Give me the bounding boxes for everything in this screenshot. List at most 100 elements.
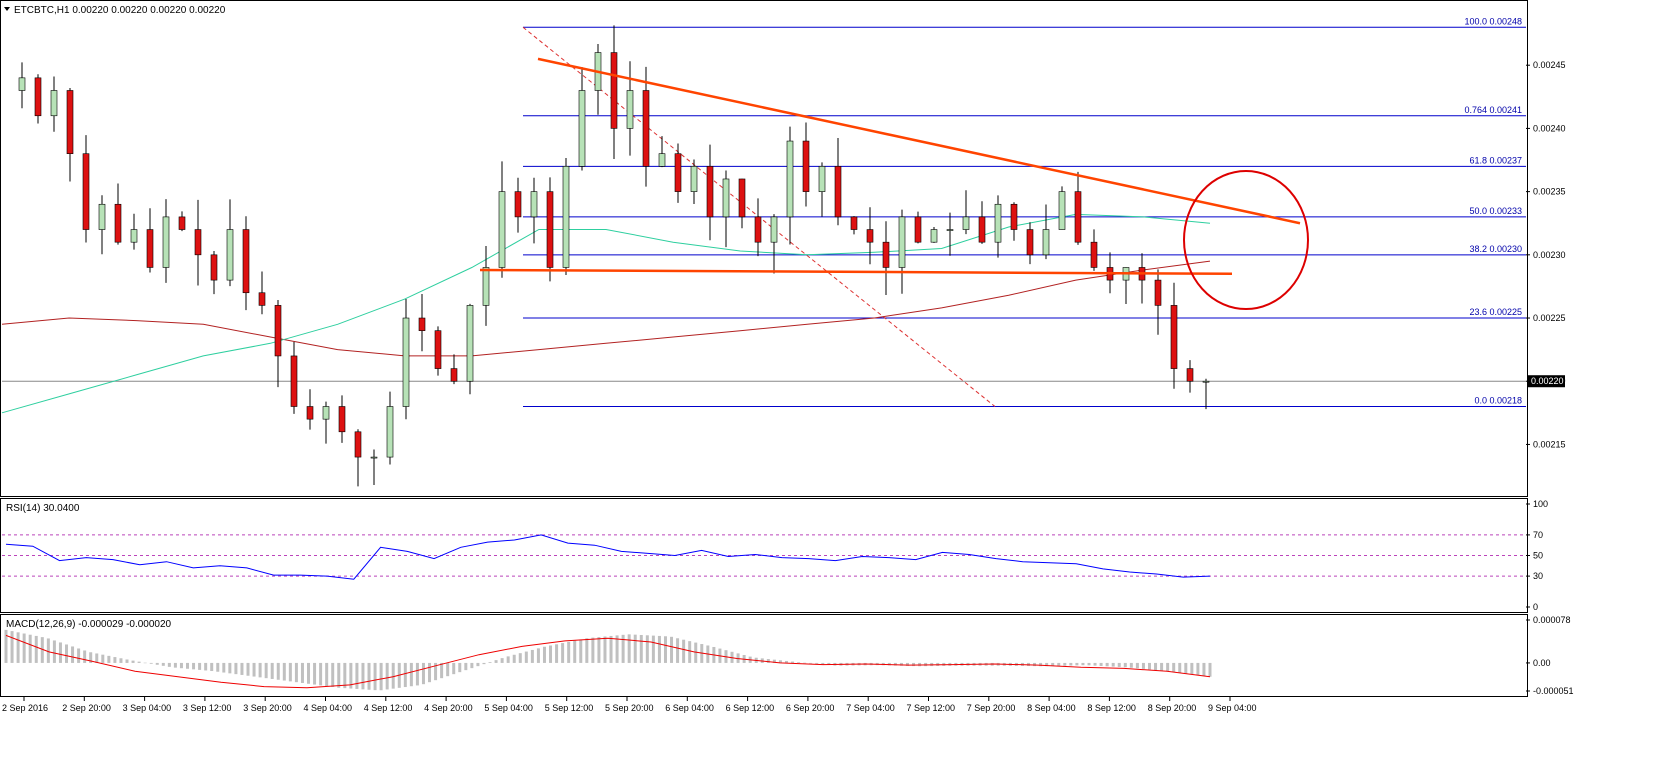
macd-histogram-bar xyxy=(246,662,250,676)
candle-body xyxy=(258,292,266,306)
candle-body xyxy=(370,456,378,459)
candle-body xyxy=(690,166,698,192)
candle-body xyxy=(354,431,362,458)
candle-body xyxy=(338,406,346,433)
slow-moving-average xyxy=(1,260,1211,357)
macd-histogram-bar xyxy=(276,662,280,680)
macd-histogram-bar xyxy=(391,662,395,689)
candle-body xyxy=(50,90,58,117)
candle-body xyxy=(498,191,506,268)
macd-histogram-bar xyxy=(1069,662,1073,666)
candle-body xyxy=(1074,191,1082,243)
candle-body xyxy=(18,77,26,91)
macd-histogram-bar xyxy=(65,644,69,663)
candle-body xyxy=(962,216,970,230)
macd-histogram-bar xyxy=(355,662,359,689)
macd-histogram-bar xyxy=(1208,662,1212,677)
time-tick-label: 7 Sep 20:00 xyxy=(967,703,1016,713)
macd-histogram-bar xyxy=(137,661,141,663)
macd-histogram-bar xyxy=(627,634,631,663)
macd-panel xyxy=(0,614,1528,697)
macd-histogram-bar xyxy=(827,662,831,665)
macd-histogram-bar xyxy=(40,637,44,663)
macd-histogram-bar xyxy=(192,662,196,670)
candle-body xyxy=(914,216,922,243)
macd-histogram-bar xyxy=(10,631,14,663)
candle-body xyxy=(418,317,426,331)
macd-histogram-bar xyxy=(294,662,298,683)
macd-histogram-bar xyxy=(288,662,292,682)
macd-histogram-bar xyxy=(440,662,444,679)
macd-histogram-bar xyxy=(325,662,329,687)
current-price-label: 0.00220 xyxy=(1531,376,1564,386)
macd-histogram-bar xyxy=(1196,662,1200,676)
candle-body xyxy=(642,90,650,167)
macd-histogram-bar xyxy=(912,662,916,667)
fib-level-label: 50.0 0.00233 xyxy=(1469,206,1522,216)
macd-histogram-bar xyxy=(506,656,510,663)
fast-moving-average xyxy=(1,213,1211,414)
macd-histogram-bar xyxy=(1045,662,1049,667)
candle-body xyxy=(1154,279,1162,306)
candle-body xyxy=(834,166,842,218)
candle-body xyxy=(994,203,1002,243)
candle-body xyxy=(82,153,90,230)
candle-body xyxy=(66,90,74,154)
candle-body xyxy=(530,191,538,218)
macd-histogram-bar xyxy=(403,662,407,688)
time-tick-label: 6 Sep 12:00 xyxy=(726,703,775,713)
macd-histogram-bar xyxy=(446,662,450,677)
dropdown-triangle-icon[interactable] xyxy=(4,7,10,11)
time-tick-label: 3 Sep 12:00 xyxy=(183,703,232,713)
candle-body xyxy=(1170,305,1178,369)
candle-body xyxy=(1010,203,1018,230)
macd-histogram-bar xyxy=(95,653,99,663)
macd-histogram-bar xyxy=(500,658,504,663)
macd-histogram-bar xyxy=(803,662,807,664)
macd-layer: 0.000078 0.00 -0.000051 xyxy=(4,615,1574,696)
macd-histogram-bar xyxy=(494,660,498,663)
macd-histogram-bar xyxy=(373,662,377,691)
candle-body xyxy=(514,191,522,218)
candle-body xyxy=(466,305,474,382)
macd-histogram-bar xyxy=(512,654,516,663)
candle-body xyxy=(610,52,618,129)
time-axis: 2 Sep 2016 2 Sep 20:00 3 Sep 04:00 3 Sep 12… xyxy=(2,697,1257,713)
macd-tick-label: 0.00 xyxy=(1533,658,1551,668)
time-tick-label: 4 Sep 04:00 xyxy=(304,703,353,713)
rsi-tick-label: 0 xyxy=(1533,602,1538,612)
candle-body xyxy=(754,216,762,243)
time-tick-label: 6 Sep 20:00 xyxy=(786,703,835,713)
time-tick-label: 9 Sep 04:00 xyxy=(1208,703,1257,713)
macd-histogram-bar xyxy=(58,642,62,663)
fib-level-label: 100.0 0.00248 xyxy=(1464,16,1522,26)
candle-body xyxy=(658,153,666,167)
macd-histogram-bar xyxy=(385,662,389,690)
macd-histogram-bar xyxy=(282,662,286,681)
current-price-badge xyxy=(1527,375,1565,388)
macd-histogram-bar xyxy=(307,662,311,684)
macd-histogram-bar xyxy=(46,638,50,663)
candle-body xyxy=(146,229,154,268)
time-tick-label: 7 Sep 12:00 xyxy=(907,703,956,713)
macd-histogram-bar xyxy=(173,662,177,668)
price-tick-label: 0.00225 xyxy=(1533,313,1566,323)
time-tick-label: 8 Sep 20:00 xyxy=(1148,703,1197,713)
time-tick-label: 2 Sep 20:00 xyxy=(62,703,111,713)
macd-histogram-bar xyxy=(421,662,425,685)
macd-histogram-bar xyxy=(1178,662,1182,673)
macd-histogram-bar xyxy=(216,662,220,672)
macd-histogram-bar xyxy=(670,636,674,663)
macd-histogram-bar xyxy=(645,635,649,663)
macd-histogram-bar xyxy=(167,662,171,667)
macd-histogram-bar xyxy=(821,662,825,665)
macd-histogram-bar xyxy=(1099,662,1103,666)
macd-histogram-bar xyxy=(1160,662,1164,671)
macd-histogram-bar xyxy=(585,638,589,663)
macd-histogram-bar xyxy=(1123,662,1127,668)
candle-body xyxy=(242,229,250,294)
candle-body xyxy=(34,77,42,117)
macd-histogram-bar xyxy=(228,662,232,674)
candle-body xyxy=(130,229,138,243)
